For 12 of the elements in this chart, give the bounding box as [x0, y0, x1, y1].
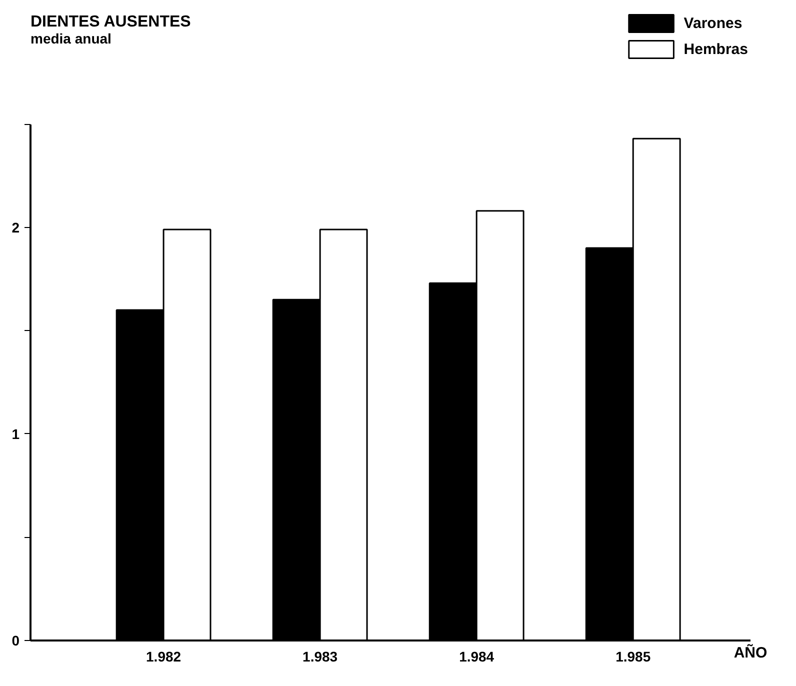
x-tick-label: 1.982 [146, 648, 182, 664]
y-tick-label: 0 [12, 632, 20, 648]
chart-title: DIENTES AUSENTES [30, 14, 192, 30]
x-axis-title: AÑO [734, 644, 768, 662]
legend-label: Hembras [684, 40, 748, 58]
x-tick-label: 1.985 [616, 648, 651, 664]
y-tick-label: 1 [12, 426, 20, 442]
x-tick-label: 1.983 [302, 648, 338, 664]
legend-label: Varones [684, 14, 742, 32]
x-tick-label: 1.984 [459, 648, 494, 664]
y-tick-label: 2 [12, 219, 20, 236]
chart-subtitle: media anual [30, 30, 112, 46]
